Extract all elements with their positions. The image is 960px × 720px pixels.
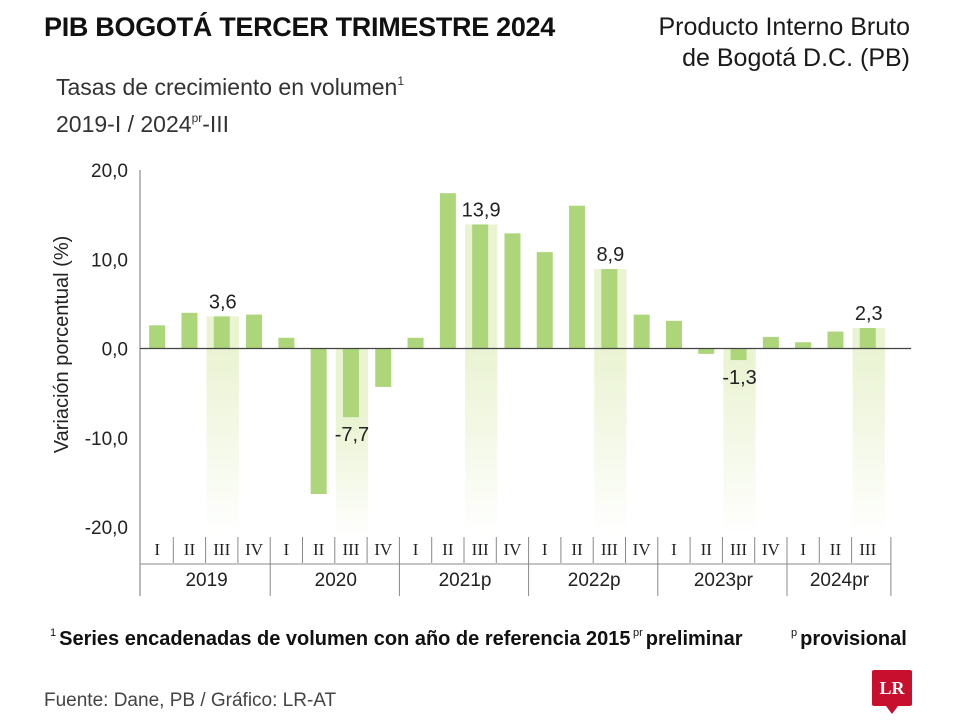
bar-2020-I [278,337,295,349]
bar-2021p-II [439,193,456,349]
footnote-provisional: p provisional [791,627,907,650]
bar-2022p-II [569,205,586,349]
quarter-label: IV [245,540,264,559]
quarter-label: I [284,540,290,559]
y-tick-label: 10,0 [91,250,128,271]
bar-2019-III [213,316,230,349]
data-label: 13,9 [462,199,501,221]
bar-2023pr-IV [762,336,779,349]
source-title-line2: de Bogotá D.C. (PB) [682,44,910,72]
source-note: Fuente: Dane, PB / Gráfico: LR-AT [44,690,337,711]
quarter-label: IV [503,540,522,559]
quarter-label: III [601,540,618,559]
bar-2024pr-I [795,342,812,349]
highlight-band-fade [594,348,627,537]
highlight-band-fade [206,348,239,537]
year-label: 2024pr [810,570,870,591]
y-axis-title: Variación porcentual (%) [51,236,73,454]
data-label: 2,3 [855,303,883,325]
data-label: -7,7 [335,424,369,446]
subtitle-line1: Tasas de crecimiento en volumen1 [56,74,405,100]
footnote-preliminar: pr preliminar [633,627,743,650]
bar-2020-III [342,348,359,418]
quarter-label: II [830,540,842,559]
quarter-label: IV [762,540,781,559]
highlight-band-fade [723,360,756,537]
quarter-label: III [472,540,489,559]
bar-2023pr-I [665,320,682,349]
quarter-label: II [442,540,454,559]
year-label: 2020 [315,570,357,591]
bar-2020-IV [375,348,392,387]
bar-2022p-III [601,269,618,349]
quarter-label: II [313,540,325,559]
y-tick-label: 0,0 [102,340,128,361]
quarter-label: I [542,540,548,559]
quarter-label: I [671,540,677,559]
quarter-label: II [701,540,713,559]
highlight-band-fade [465,348,498,537]
quarter-label: I [154,540,160,559]
footnotes: 1 Series encadenadas de volumen con año d… [50,627,920,657]
quarter-label: III [213,540,230,559]
chart-subtitle: Tasas de crecimiento en volumen1 2019-I … [56,66,404,140]
bar-2022p-I [536,252,553,349]
year-label: 2021p [439,570,492,591]
y-tick-label: -10,0 [85,429,128,450]
footnote-series: 1 Series encadenadas de volumen con año d… [50,627,631,650]
bar-2021p-I [407,337,424,349]
source-title-line1: Producto Interno Bruto [658,13,910,41]
bar-2021p-III [472,224,489,349]
y-tick-label: -20,0 [85,518,128,539]
highlight-band-fade [335,417,369,537]
bar-2020-II [310,348,327,494]
bar-2024pr-III [859,327,876,349]
y-tick-label: 20,0 [91,161,128,182]
bar-2024pr-II [827,331,844,349]
quarter-label: I [800,540,806,559]
year-label: 2022p [568,570,621,591]
data-label: -1,3 [722,367,756,389]
quarter-label: II [571,540,583,559]
chart-title: PIB BOGOTÁ TERCER TRIMESTRE 2024 [44,12,555,42]
data-label: 8,9 [596,244,624,266]
quarter-label: III [342,540,359,559]
bar-2023pr-II [698,348,715,354]
bar-2019-I [149,325,166,349]
quarter-label: II [184,540,196,559]
quarter-label: III [859,540,876,559]
quarter-label: IV [633,540,652,559]
data-label: 3,6 [209,291,237,313]
bar-2021p-IV [504,233,521,349]
year-label: 2019 [185,570,227,591]
source-title: Producto Interno Bruto de Bogotá D.C. (P… [658,12,910,74]
bar-2022p-IV [633,314,650,349]
bar-2019-IV [246,314,263,349]
highlight-band-fade [852,348,885,537]
bar-2023pr-III [730,348,747,361]
subtitle-line2: 2019-I / 2024pr-III [56,111,230,137]
quarter-label: I [413,540,419,559]
lr-logo: LR [872,670,912,714]
quarter-label: IV [374,540,393,559]
bar-2019-II [181,312,198,349]
quarter-label: III [730,540,747,559]
year-label: 2023pr [694,570,754,591]
